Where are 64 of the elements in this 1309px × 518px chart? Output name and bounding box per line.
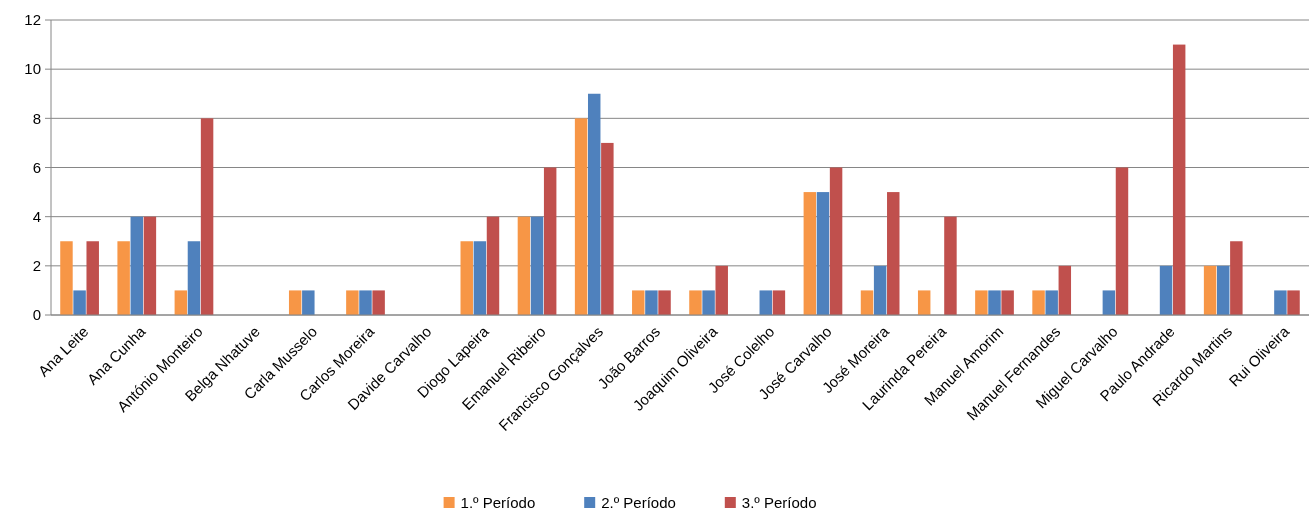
- bar: [1045, 290, 1058, 315]
- bar: [60, 241, 73, 315]
- y-tick-label: 4: [32, 207, 41, 225]
- bar: [143, 216, 157, 315]
- bar: [715, 265, 728, 315]
- bar: [1032, 290, 1045, 315]
- bar: [460, 241, 473, 315]
- legend-label: 1.º Período: [460, 493, 536, 511]
- bar: [803, 192, 817, 315]
- bar: [917, 290, 931, 315]
- y-tick-label: 2: [32, 257, 41, 275]
- bar: [86, 241, 99, 315]
- bar: [632, 290, 645, 315]
- y-tick-label: 8: [32, 109, 41, 127]
- y-tick-label: 10: [24, 60, 41, 78]
- bar: [816, 192, 830, 315]
- bar: [574, 118, 588, 315]
- bar: [1230, 241, 1243, 315]
- bar: [702, 290, 715, 315]
- bar: [486, 216, 500, 315]
- bar: [658, 290, 671, 315]
- bar: [944, 216, 957, 315]
- bar: [174, 290, 188, 315]
- bar: [117, 241, 130, 315]
- y-tick-label: 12: [24, 11, 41, 29]
- bar: [1001, 290, 1014, 315]
- bar: [346, 290, 359, 315]
- bar: [829, 167, 843, 315]
- bar: [975, 290, 988, 315]
- bar: [473, 241, 487, 315]
- y-tick-label: 6: [32, 158, 41, 176]
- bar: [187, 241, 201, 315]
- bar: [130, 216, 144, 315]
- bar: [759, 290, 773, 315]
- bar: [772, 290, 786, 315]
- bar: [1058, 265, 1072, 315]
- bar: [887, 192, 900, 315]
- bar: [1216, 265, 1230, 315]
- bar: [689, 290, 702, 315]
- y-tick-label: 0: [32, 306, 41, 324]
- bar: [988, 290, 1001, 315]
- legend-label: 2.º Período: [601, 493, 676, 511]
- bar: [359, 290, 372, 315]
- bar: [1115, 167, 1129, 315]
- bar: [1274, 290, 1287, 315]
- bar: [1287, 290, 1300, 315]
- bar: [860, 290, 874, 315]
- bar: [1203, 265, 1217, 315]
- bar: [873, 265, 887, 315]
- bar: [1102, 290, 1116, 315]
- bar: [1159, 265, 1173, 315]
- bar: [200, 118, 214, 315]
- bar: [1172, 44, 1186, 315]
- bar: [587, 93, 601, 315]
- bar: [543, 167, 557, 315]
- bar: [530, 216, 544, 315]
- bar: [517, 216, 531, 315]
- bar: [372, 290, 385, 315]
- bar: [645, 290, 658, 315]
- bar: [288, 290, 302, 315]
- bar: [73, 290, 86, 315]
- bar: [302, 290, 315, 315]
- legend-label: 3.º Período: [741, 493, 817, 511]
- bar: [601, 142, 614, 315]
